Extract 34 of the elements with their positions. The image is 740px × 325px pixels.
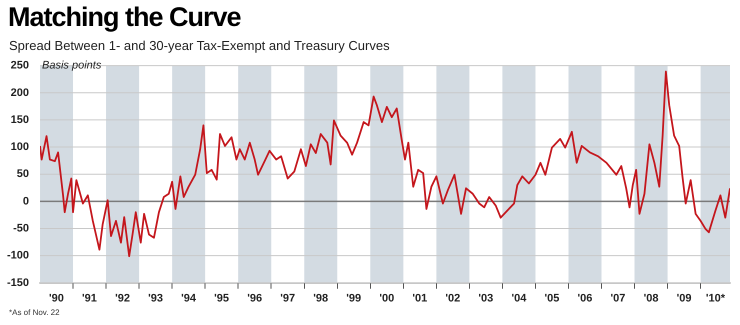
y-tick-label: 50 (16, 168, 30, 180)
x-tick-label: '02 (445, 292, 460, 304)
x-tick-label: '10* (706, 292, 726, 304)
y-tick-label: 200 (10, 86, 30, 99)
x-tick-label: '91 (82, 292, 97, 304)
x-tick-label: '09 (676, 292, 692, 304)
y-tick-label: 250 (10, 60, 30, 72)
x-tick-label: '92 (115, 292, 130, 304)
chart-subtitle: Spread Between 1- and 30-year Tax-Exempt and Treasury Curves (9, 38, 390, 53)
y-axis-title: Basis points (42, 60, 102, 72)
y-tick-label: -100 (6, 250, 30, 262)
y-tick-label: 100 (10, 141, 30, 154)
x-tick-label: '01 (412, 292, 428, 304)
x-tick-label: '96 (247, 292, 262, 304)
x-tick-label: '90 (49, 292, 64, 304)
x-tick-label: '99 (346, 292, 362, 304)
x-tick-label: '93 (148, 292, 164, 304)
x-tick-label: '97 (280, 292, 296, 304)
x-tick-label: '05 (544, 292, 560, 304)
x-tick-label: '07 (610, 292, 626, 304)
y-tick-label: -150 (6, 276, 30, 289)
y-tick-label: 150 (10, 114, 30, 126)
x-tick-label: '95 (214, 292, 230, 304)
y-tick-label: -50 (13, 222, 30, 235)
y-tick-label: 0 (22, 195, 30, 208)
x-tick-label: '94 (181, 292, 197, 304)
x-tick-label: '08 (644, 292, 658, 304)
x-tick-label: '98 (313, 292, 328, 304)
x-tick-label: '00 (379, 292, 394, 304)
chart-title: Matching the Curve (8, 2, 241, 33)
x-tick-label: '03 (478, 292, 494, 304)
text: *As of Nov. 22 (9, 308, 60, 317)
x-tick-label: '04 (512, 292, 528, 304)
x-tick-label: '06 (578, 292, 592, 304)
